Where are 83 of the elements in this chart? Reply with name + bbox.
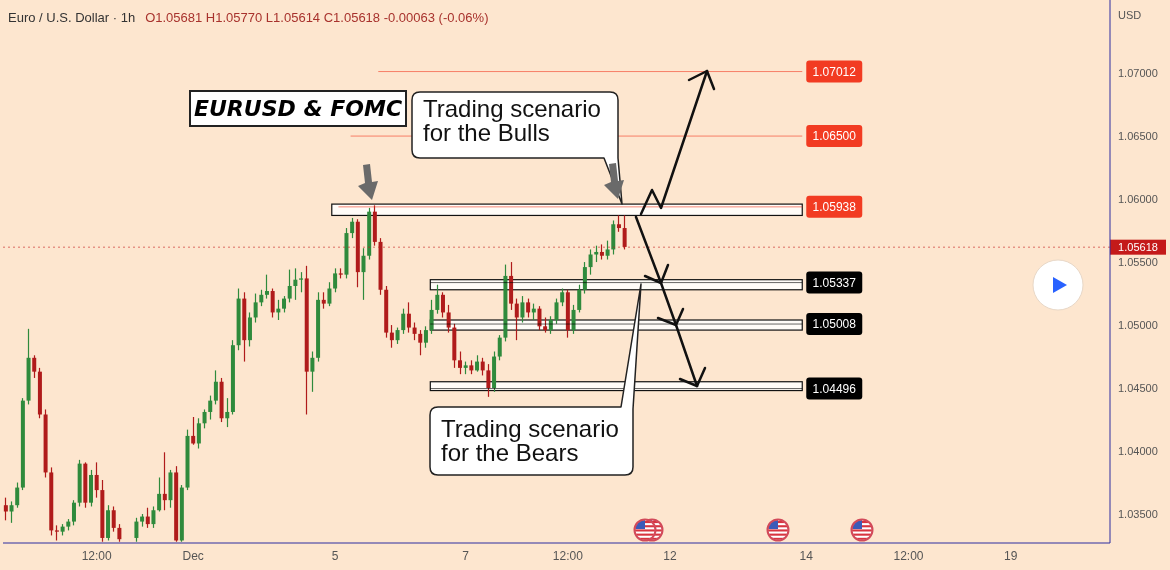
x-tick-label: 12:00 xyxy=(552,548,584,563)
text: O1.05681 H1.05770 L1.05614 C1.05618 -0.00063 (-0.06%) xyxy=(145,10,489,25)
candlestick xyxy=(225,397,230,428)
candlestick xyxy=(270,287,275,319)
ref-line-label: 1.06500 xyxy=(812,129,857,144)
candlestick xyxy=(350,217,355,239)
candlestick xyxy=(537,305,542,331)
y-tick-label: 1.05000 xyxy=(1118,318,1158,331)
x-tick-label: 7 xyxy=(462,548,470,563)
candlestick xyxy=(213,369,218,406)
candlestick xyxy=(497,334,502,361)
candlestick xyxy=(157,476,162,513)
text: Euro / U.S. Dollar · 1h xyxy=(8,10,136,25)
candlestick xyxy=(151,505,156,529)
candlestick xyxy=(486,363,491,398)
candlestick xyxy=(429,299,434,335)
candlestick xyxy=(15,481,20,509)
candlestick xyxy=(520,295,525,324)
candlestick xyxy=(191,416,196,446)
ref-line-label: 1.05618 xyxy=(1118,241,1158,254)
candlestick xyxy=(418,329,423,356)
candlestick xyxy=(293,267,298,301)
candlestick xyxy=(401,308,406,335)
candlestick xyxy=(440,291,445,319)
y-tick-label: 1.03500 xyxy=(1118,507,1158,520)
y-tick-label: 1.06000 xyxy=(1118,192,1158,205)
candlestick xyxy=(577,284,582,314)
annotation: Trading scenario for the Bulls xyxy=(423,95,602,146)
annotation: EURUSD & FOMC xyxy=(189,90,407,127)
candlestick xyxy=(327,281,332,307)
candlestick xyxy=(196,417,201,450)
x-tick-label: 12 xyxy=(663,548,678,563)
candlestick xyxy=(32,354,37,379)
candlestick xyxy=(361,247,366,301)
candlestick xyxy=(333,267,338,293)
y-tick-label: 1.04500 xyxy=(1118,381,1158,394)
candlestick xyxy=(145,507,150,529)
candlestick xyxy=(435,284,440,315)
candlestick xyxy=(389,324,394,349)
y-tick-label: 1.07000 xyxy=(1118,66,1158,79)
candlestick xyxy=(287,269,292,303)
candlestick xyxy=(71,499,76,526)
candlestick xyxy=(310,350,315,393)
x-tick-label: Dec xyxy=(182,548,204,563)
candlestick xyxy=(458,350,463,375)
candlestick xyxy=(9,500,14,524)
candlestick xyxy=(582,261,587,295)
candlestick xyxy=(423,325,428,349)
candlestick xyxy=(299,271,304,293)
candlestick xyxy=(264,274,269,300)
candlestick xyxy=(247,311,252,348)
candlestick xyxy=(406,301,411,334)
ref-line-label: 1.04496 xyxy=(812,381,857,396)
candlestick xyxy=(202,408,207,429)
x-tick-label: 12:00 xyxy=(81,548,113,563)
candlestick xyxy=(111,505,116,533)
x-tick-label: 5 xyxy=(331,548,339,563)
candlestick xyxy=(134,517,139,543)
candlestick xyxy=(208,395,213,421)
ref-line-label: 1.05938 xyxy=(812,200,857,215)
x-tick-label: 14 xyxy=(799,548,814,563)
x-tick-label: 12:00 xyxy=(893,548,924,563)
y-axis-title: USD xyxy=(1118,9,1142,22)
ref-line-label: 1.07012 xyxy=(812,64,857,79)
candlestick xyxy=(94,461,99,499)
candlestick xyxy=(3,497,8,521)
annotation: Trading scenario for the Bears xyxy=(441,415,620,466)
y-tick-label: 1.04000 xyxy=(1118,444,1158,457)
ref-line-label: 1.05008 xyxy=(812,317,857,332)
candlestick xyxy=(162,451,167,511)
candlestick xyxy=(514,297,519,341)
y-tick-label: 1.06500 xyxy=(1118,129,1158,142)
candlestick xyxy=(253,292,258,324)
x-tick-label: 19 xyxy=(1003,548,1018,563)
candlestick xyxy=(588,248,593,276)
candlestick xyxy=(526,297,531,319)
candlestick xyxy=(446,304,451,334)
candlestick xyxy=(622,214,627,251)
candlestick xyxy=(571,304,576,335)
candlestick xyxy=(554,297,559,325)
y-tick-label: 1.05500 xyxy=(1118,255,1158,268)
ref-line-label: 1.05337 xyxy=(812,275,857,290)
candlestick xyxy=(605,240,610,261)
